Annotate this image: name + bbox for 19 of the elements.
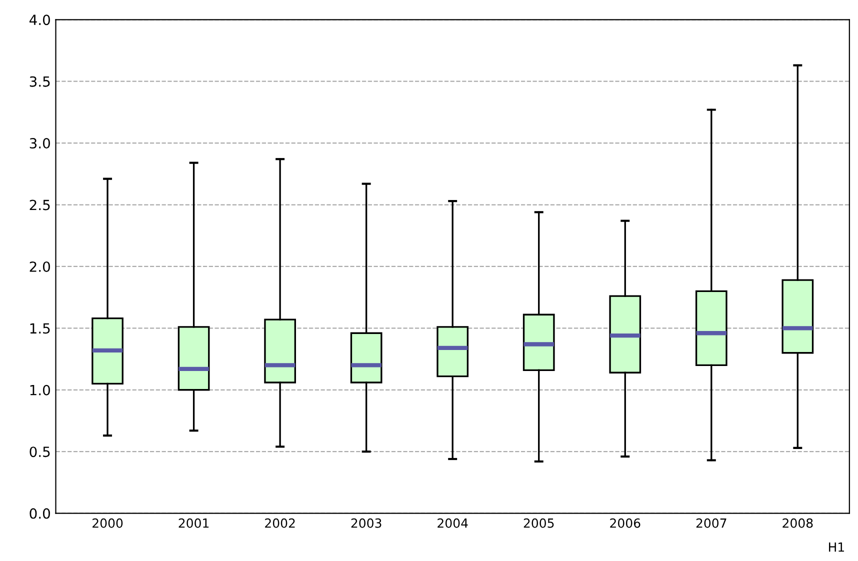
x-tick-label: 2003 bbox=[351, 518, 382, 528]
y-tick-label: 2.0 bbox=[30, 261, 50, 272]
x-tick-label: 2001 bbox=[178, 518, 209, 528]
y-tick-label: 1.0 bbox=[30, 384, 50, 396]
x-tick-label: 2008 bbox=[782, 518, 813, 528]
x-tick-label: 2006 bbox=[610, 518, 640, 528]
y-tick-label: 3.5 bbox=[30, 76, 50, 87]
y-tick-label: 4.0 bbox=[30, 14, 50, 26]
x-tick-label: 2005 bbox=[524, 518, 554, 528]
y-tick-label: 0.0 bbox=[30, 508, 50, 519]
text: H1 bbox=[829, 542, 844, 552]
y-tick-label: 3.0 bbox=[30, 138, 50, 149]
x-tick-label: 2007 bbox=[696, 518, 726, 528]
x-tick-label: 2000 bbox=[92, 518, 123, 528]
x-tick-label: 2004 bbox=[438, 518, 468, 528]
y-tick-label: 0.5 bbox=[30, 446, 50, 458]
x-tick-label: 2002 bbox=[265, 518, 295, 528]
y-tick-label: 1.5 bbox=[30, 323, 50, 334]
y-tick-label: 2.5 bbox=[30, 200, 50, 210]
